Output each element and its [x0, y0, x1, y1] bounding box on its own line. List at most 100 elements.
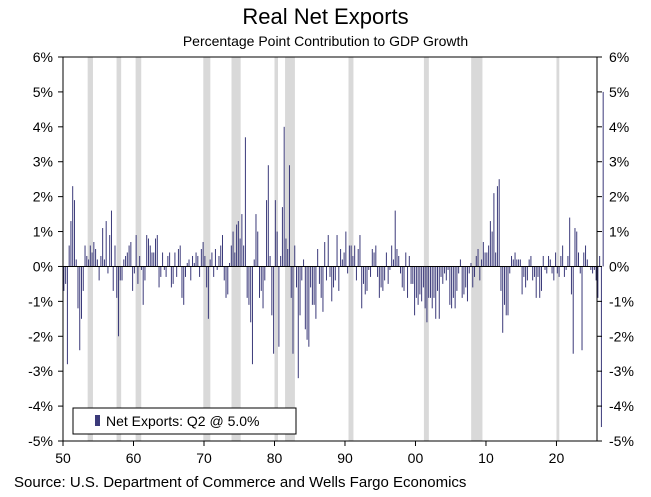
- bar-188: [394, 210, 396, 267]
- bar-175: [371, 249, 373, 267]
- bar-272: [542, 255, 544, 267]
- bar-52: [155, 238, 157, 267]
- bar-22: [102, 228, 104, 267]
- bar-53: [156, 235, 158, 267]
- bar-21: [100, 255, 102, 267]
- bar-82: [207, 266, 209, 319]
- bar-284: [563, 266, 565, 277]
- bar-190: [398, 255, 400, 267]
- bar-3: [68, 245, 70, 267]
- bar-281: [558, 266, 560, 277]
- bar-88: [218, 255, 220, 267]
- bar-92: [225, 266, 227, 298]
- bar-230: [468, 266, 470, 274]
- bar-224: [458, 266, 460, 274]
- bar-248: [500, 266, 502, 291]
- bar-243: [491, 231, 493, 267]
- bar-9: [79, 266, 81, 351]
- bar-60: [169, 252, 171, 267]
- bar-268: [535, 266, 537, 298]
- bar-40: [133, 266, 135, 274]
- x-tick-label-7: 20: [549, 450, 565, 466]
- bar-124: [281, 207, 283, 267]
- bar-215: [442, 266, 444, 284]
- legend-box: [72, 407, 297, 435]
- legend-label: Net Exports: Q2 @ 5.0%: [106, 413, 260, 429]
- bar-221: [452, 266, 454, 298]
- recession-band-2: [135, 57, 142, 441]
- bar-172: [366, 266, 368, 291]
- bar-85: [213, 266, 215, 277]
- bar-300: [592, 266, 594, 274]
- bar-76: [197, 255, 199, 267]
- bar-132: [296, 266, 298, 288]
- bar-152: [331, 266, 333, 302]
- bar-57: [163, 266, 165, 270]
- bar-28: [112, 266, 114, 291]
- bar-220: [451, 266, 453, 309]
- bar-302: [595, 266, 597, 281]
- bar-87: [216, 266, 218, 270]
- bar-119: [273, 266, 275, 354]
- chart-title: Real Net Exports: [242, 4, 409, 29]
- bar-46: [144, 266, 146, 281]
- bar-49: [149, 245, 151, 267]
- bar-149: [325, 266, 327, 281]
- bar-50: [151, 252, 153, 267]
- y-tick-label-left-7: -1%: [28, 293, 53, 309]
- bar-8: [77, 266, 79, 309]
- bar-5: [72, 186, 74, 267]
- bar-19: [96, 259, 98, 267]
- bar-77: [199, 266, 201, 277]
- bar-113: [262, 266, 264, 309]
- bar-27: [110, 210, 112, 267]
- bar-237: [481, 259, 483, 267]
- bar-153: [333, 266, 335, 288]
- y-tick-label-right-8: -2%: [609, 328, 634, 344]
- bar-185: [389, 266, 391, 270]
- bar-120: [274, 200, 276, 267]
- bar-71: [188, 259, 190, 267]
- bar-196: [408, 255, 410, 267]
- bar-144: [317, 249, 319, 267]
- bar-39: [132, 266, 134, 291]
- bar-151: [329, 266, 331, 277]
- bar-140: [310, 266, 312, 288]
- bar-287: [569, 217, 571, 267]
- bar-182: [384, 266, 386, 281]
- chart-subtitle: Percentage Point Contribution to GDP Gro…: [182, 33, 469, 49]
- bar-154: [334, 266, 336, 281]
- recession-band-4: [231, 57, 241, 441]
- bar-226: [461, 266, 463, 298]
- x-tick-label-0: 50: [55, 450, 71, 466]
- bar-276: [549, 259, 551, 267]
- bar-109: [255, 214, 257, 267]
- bar-294: [581, 266, 583, 351]
- bar-30: [116, 266, 118, 298]
- bar-122: [278, 266, 280, 347]
- bar-41: [135, 235, 137, 267]
- bar-229: [466, 266, 468, 302]
- y-tick-label-left-1: 5%: [33, 84, 53, 100]
- bar-1: [65, 266, 67, 284]
- bar-306: [602, 91, 604, 267]
- recession-band-10: [556, 57, 560, 441]
- bar-227: [463, 266, 465, 295]
- bar-160: [345, 231, 347, 267]
- bar-70: [186, 262, 188, 267]
- legend: Net Exports: Q2 @ 5.0%: [72, 407, 297, 435]
- bar-277: [551, 266, 553, 274]
- bar-228: [465, 266, 467, 288]
- bar-20: [98, 266, 100, 281]
- bar-183: [385, 252, 387, 267]
- bar-66: [179, 245, 181, 267]
- bar-101: [241, 214, 243, 267]
- bar-166: [355, 266, 357, 281]
- bar-114: [264, 266, 266, 281]
- bar-86: [214, 249, 216, 267]
- bar-297: [586, 259, 588, 267]
- bar-123: [280, 255, 282, 267]
- bar-207: [428, 266, 430, 298]
- bar-239: [484, 252, 486, 267]
- bar-171: [364, 266, 366, 295]
